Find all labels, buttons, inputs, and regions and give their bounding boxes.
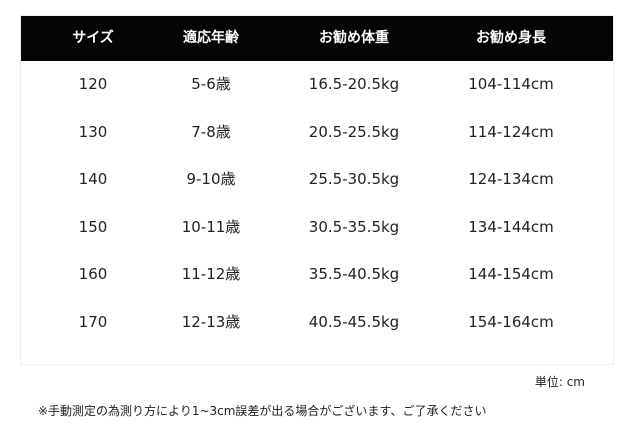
measurement-note: ※手動測定の為測り方により1~3cm誤差が出る場合がございます、ご了承ください — [38, 404, 487, 418]
table-row: 150 10-11歳 30.5-35.5kg 134-144cm — [21, 204, 613, 251]
table-row: 160 11-12歳 35.5-40.5kg 144-154cm — [21, 251, 613, 298]
size-table: サイズ 適応年齢 お勧め体重 お勧め身長 120 5-6歳 16.5-20.5kg 1… — [20, 15, 614, 365]
table-cell: 40.5-45.5kg — [308, 312, 400, 331]
header-age: 適応年齢 — [183, 30, 239, 46]
header-weight: お勧め体重 — [319, 30, 389, 46]
table-cell: 30.5-35.5kg — [308, 217, 400, 236]
table-cell: 114-124cm — [468, 122, 554, 141]
table-cell: 154-164cm — [468, 312, 554, 331]
table-row: 170 12-13歳 40.5-45.5kg 154-164cm — [21, 299, 613, 346]
table-cell: 170 — [78, 312, 108, 331]
table-cell: 140 — [78, 170, 108, 188]
table-cell: 9-10歳 — [186, 170, 236, 188]
table-cell: 120 — [78, 75, 108, 93]
table-row: 130 7-8歳 20.5-25.5kg 114-124cm — [21, 109, 613, 156]
header-height: お勧め身長 — [476, 30, 546, 46]
table-cell: 20.5-25.5kg — [308, 122, 400, 141]
table-cell: 134-144cm — [468, 217, 554, 236]
table-cell: 150 — [78, 217, 108, 236]
table-cell: 11-12歳 — [181, 265, 241, 283]
table-cell: 160 — [78, 265, 108, 283]
table-cell: 10-11歳 — [181, 217, 241, 236]
table-cell: 5-6歳 — [191, 75, 231, 93]
table-cell: 144-154cm — [468, 265, 554, 283]
table-row: 140 9-10歳 25.5-30.5kg 124-134cm — [21, 156, 613, 203]
table-cell: 104-114cm — [468, 75, 554, 93]
table-cell: 12-13歳 — [181, 312, 241, 331]
table-header: サイズ 適応年齢 お勧め体重 お勧め身長 — [21, 16, 613, 61]
table-cell: 25.5-30.5kg — [308, 170, 400, 188]
table-cell: 35.5-40.5kg — [308, 265, 400, 283]
unit-label: 単位: cm — [534, 375, 585, 389]
header-size: サイズ — [72, 30, 114, 46]
table-cell: 130 — [78, 122, 108, 141]
table-row: 120 5-6歳 16.5-20.5kg 104-114cm — [21, 61, 613, 108]
table-cell: 7-8歳 — [191, 122, 231, 141]
table-cell: 16.5-20.5kg — [308, 75, 400, 93]
table-cell: 124-134cm — [468, 170, 554, 188]
